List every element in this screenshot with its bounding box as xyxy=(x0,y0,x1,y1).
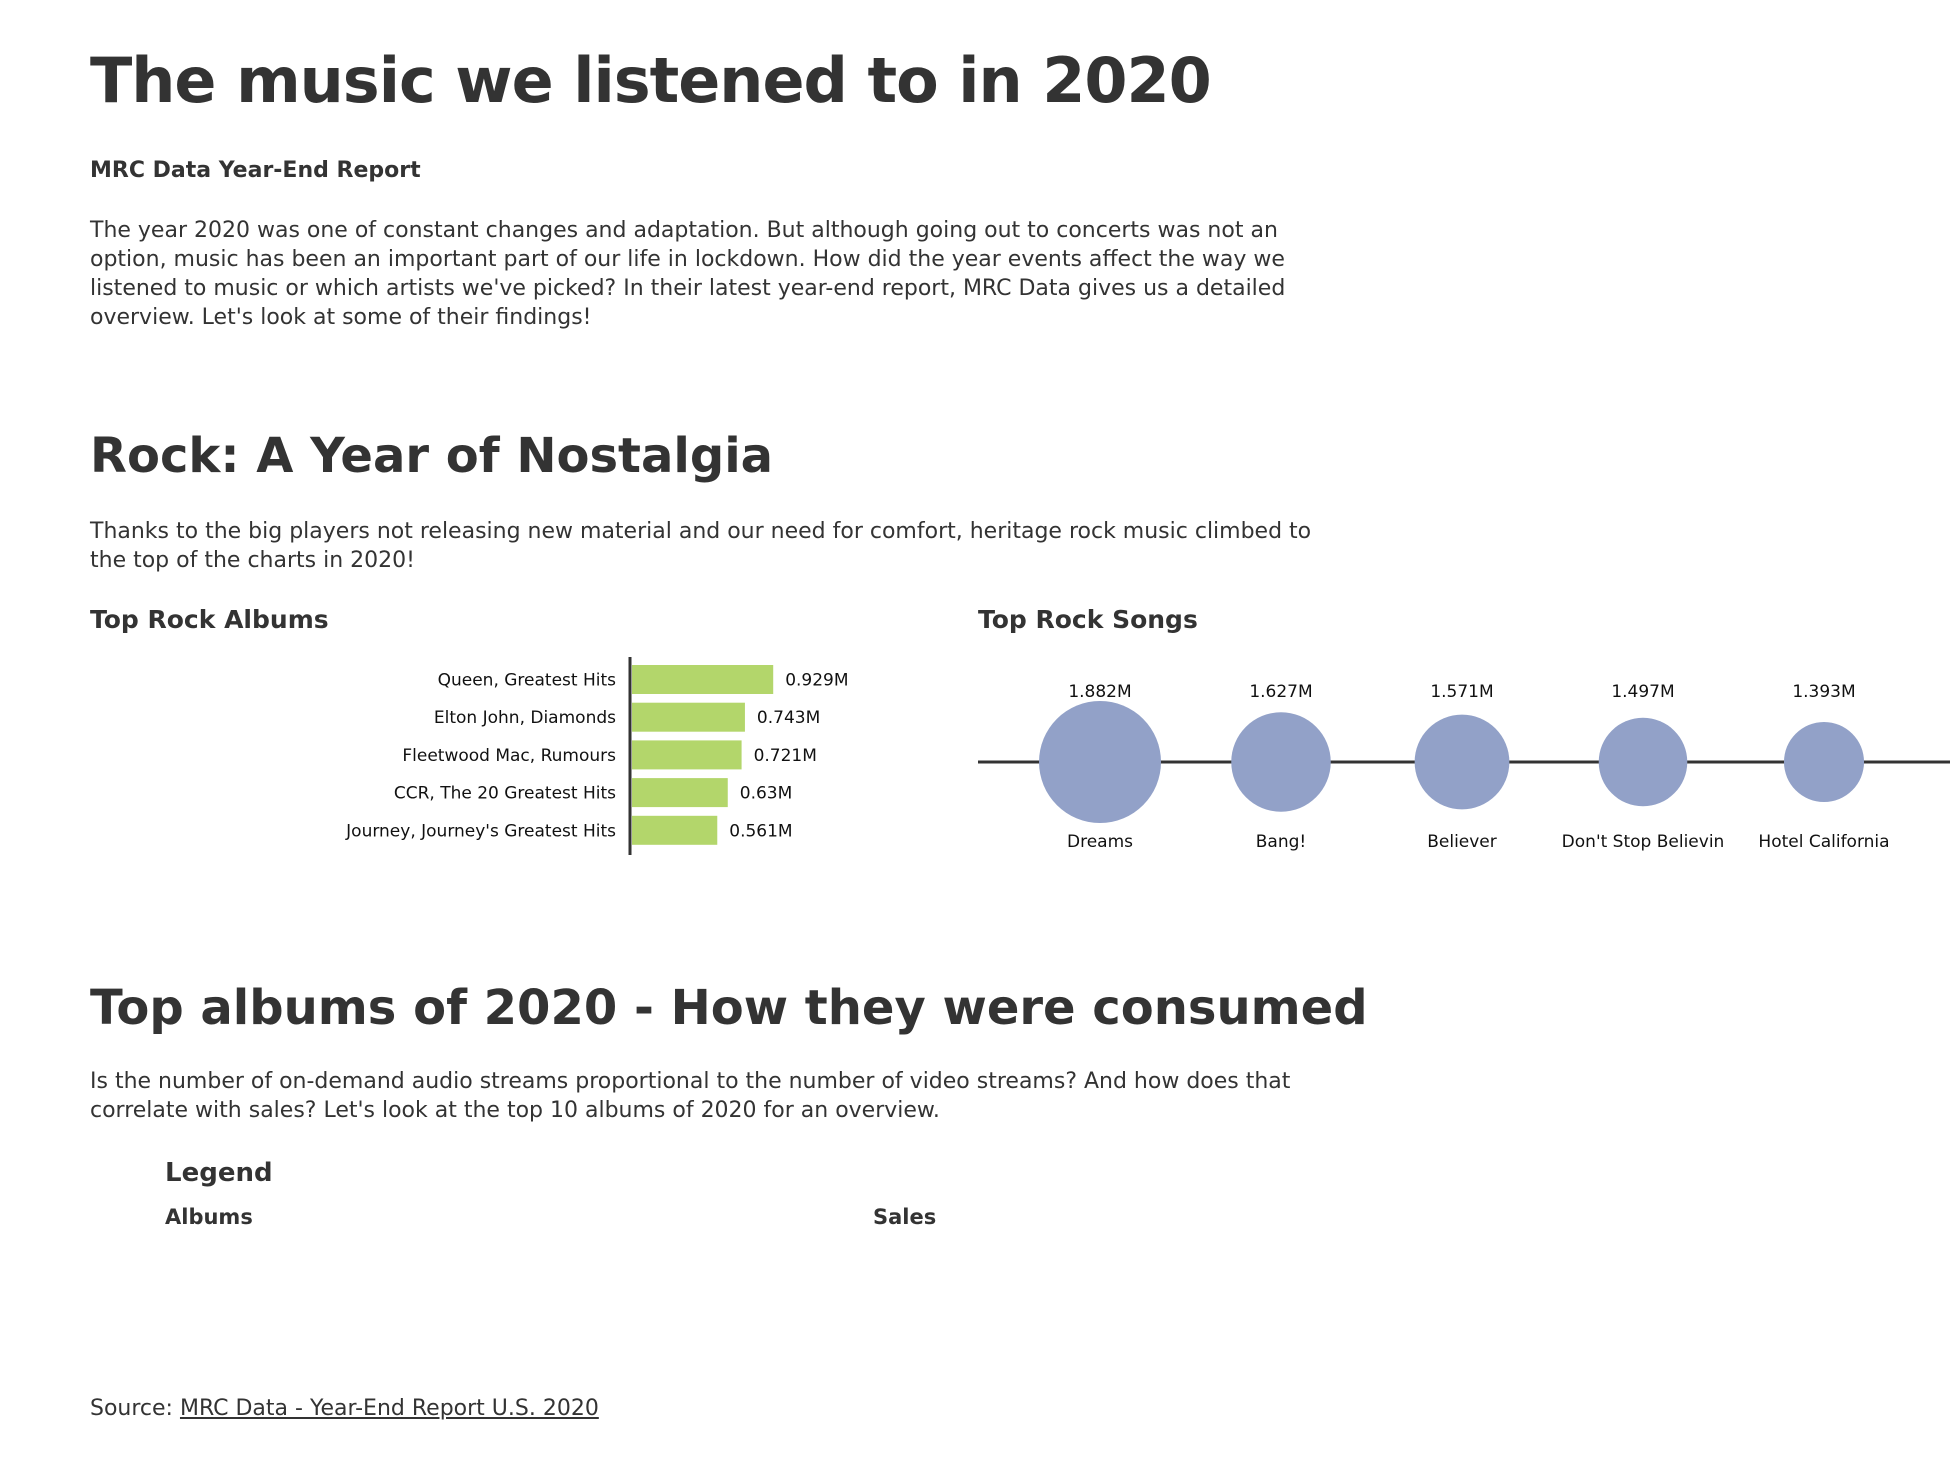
top-rock-albums-title: Top Rock Albums xyxy=(90,605,329,634)
album-bar xyxy=(632,702,745,732)
album-category-label: CCR, The 20 Greatest Hits xyxy=(394,784,616,804)
song-value-label: 1.393M xyxy=(1792,682,1855,702)
source-line: Source: MRC Data - Year-End Report U.S. … xyxy=(90,1396,599,1421)
report-subtitle: MRC Data Year-End Report xyxy=(90,158,421,183)
album-category-label: Journey, Journey's Greatest Hits xyxy=(345,821,616,841)
song-bubble xyxy=(1598,717,1688,807)
song-category-label: Don't Stop Believin xyxy=(1562,832,1725,852)
album-value-label: 0.561M xyxy=(729,821,792,841)
legend-title: Legend xyxy=(165,1158,273,1188)
song-bubble xyxy=(1783,721,1865,803)
consumption-section-heading: Top albums of 2020 - How they were consu… xyxy=(90,980,1368,1036)
album-value-label: 0.63M xyxy=(740,784,793,804)
album-bar xyxy=(632,815,718,845)
album-category-label: Queen, Greatest Hits xyxy=(438,671,617,691)
intro-paragraph: The year 2020 was one of constant change… xyxy=(90,218,1286,330)
album-bar xyxy=(632,778,728,808)
song-bubble xyxy=(1414,714,1510,810)
song-bubble xyxy=(1039,701,1161,823)
rock-section-heading: Rock: A Year of Nostalgia xyxy=(90,428,774,484)
album-bar xyxy=(632,740,742,770)
song-value-label: 1.497M xyxy=(1611,682,1674,702)
top-rock-albums-chart: Queen, Greatest Hits 0.929M Elton John, Di… xyxy=(345,657,849,855)
top-rock-songs-title: Top Rock Songs xyxy=(978,605,1198,634)
page-title: The music we listened to in 2020 xyxy=(90,44,1212,117)
source-link[interactable]: MRC Data - Year-End Report U.S. 2020 xyxy=(179,1396,599,1421)
legend-sales-label: Sales xyxy=(873,1205,937,1229)
album-value-label: 0.721M xyxy=(754,746,817,766)
album-bar xyxy=(632,665,774,694)
rock-section-text: Thanks to the big players not releasing … xyxy=(90,519,1312,573)
song-value-label: 1.571M xyxy=(1430,682,1493,702)
song-category-label: Believer xyxy=(1427,832,1497,852)
source-prefix: Source: xyxy=(90,1396,180,1421)
album-category-label: Fleetwood Mac, Rumours xyxy=(402,746,616,766)
consumption-section-text: Is the number of on-demand audio streams… xyxy=(90,1069,1291,1123)
song-value-label: 1.627M xyxy=(1249,682,1312,702)
song-category-label: Hotel California xyxy=(1758,832,1889,852)
album-category-label: Elton John, Diamonds xyxy=(434,708,616,728)
song-category-label: Dreams xyxy=(1067,832,1133,852)
song-bubble xyxy=(1231,712,1331,812)
top-rock-songs-chart: 1.882M Dreams 1.627M Bang! 1.571M Believer 1.4… xyxy=(978,682,1950,852)
album-value-label: 0.929M xyxy=(785,671,848,691)
album-value-label: 0.743M xyxy=(757,708,820,728)
legend-albums-label: Albums xyxy=(165,1205,253,1229)
song-value-label: 1.882M xyxy=(1068,682,1131,702)
song-category-label: Bang! xyxy=(1256,832,1306,852)
